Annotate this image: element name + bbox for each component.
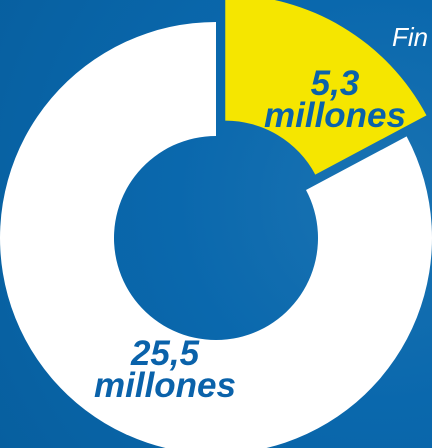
annotation: Fin xyxy=(392,22,429,52)
value-label: 5,3 millones xyxy=(264,64,406,135)
value-label: 25,5 millones xyxy=(94,334,236,405)
donut-slice xyxy=(225,0,427,175)
donut-slice xyxy=(0,22,432,448)
